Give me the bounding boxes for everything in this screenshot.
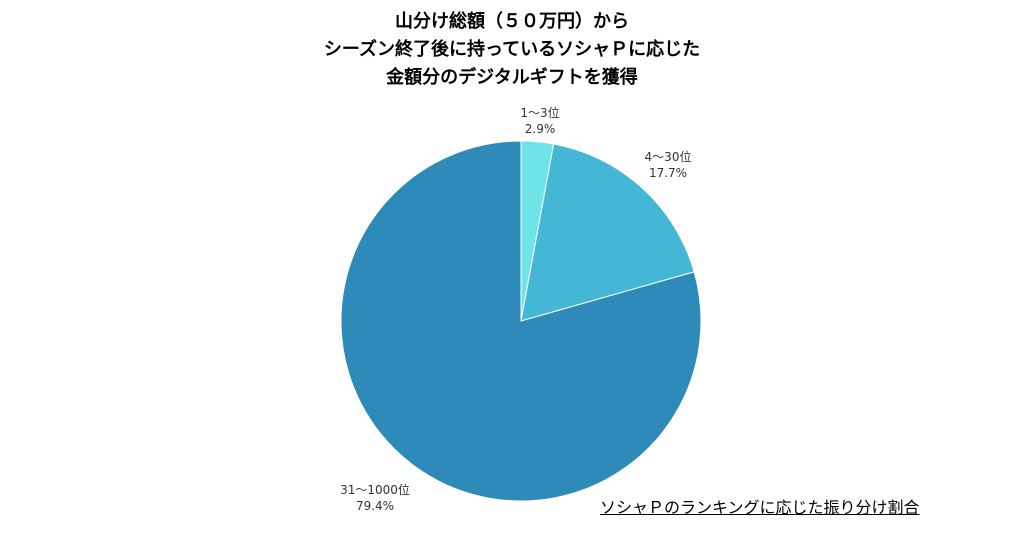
slice-label-3: 31〜1000位 bbox=[340, 482, 410, 497]
slice-label-2: 4〜30位 bbox=[645, 149, 692, 164]
pie-slice-2 bbox=[520, 143, 695, 322]
chart-title-line-2: シーズン終了後に持っているソシャＰに応じた bbox=[323, 39, 701, 60]
chart-footnote: ソシャＰのランキングに応じた振り分け割合 bbox=[600, 498, 920, 517]
pie-slice-3 bbox=[340, 140, 702, 502]
slice-value-label-2: 17.7% bbox=[649, 166, 687, 180]
chart-title-line-1: 山分け総額（５０万円）から bbox=[395, 11, 629, 32]
slice-value-label-1: 2.9% bbox=[525, 122, 556, 136]
slice-label-1: 1〜3位 bbox=[520, 105, 559, 120]
slice-value-label-3: 79.4% bbox=[356, 499, 394, 513]
chart-title-line-3: 金額分のデジタルギフトを獲得 bbox=[386, 67, 638, 88]
